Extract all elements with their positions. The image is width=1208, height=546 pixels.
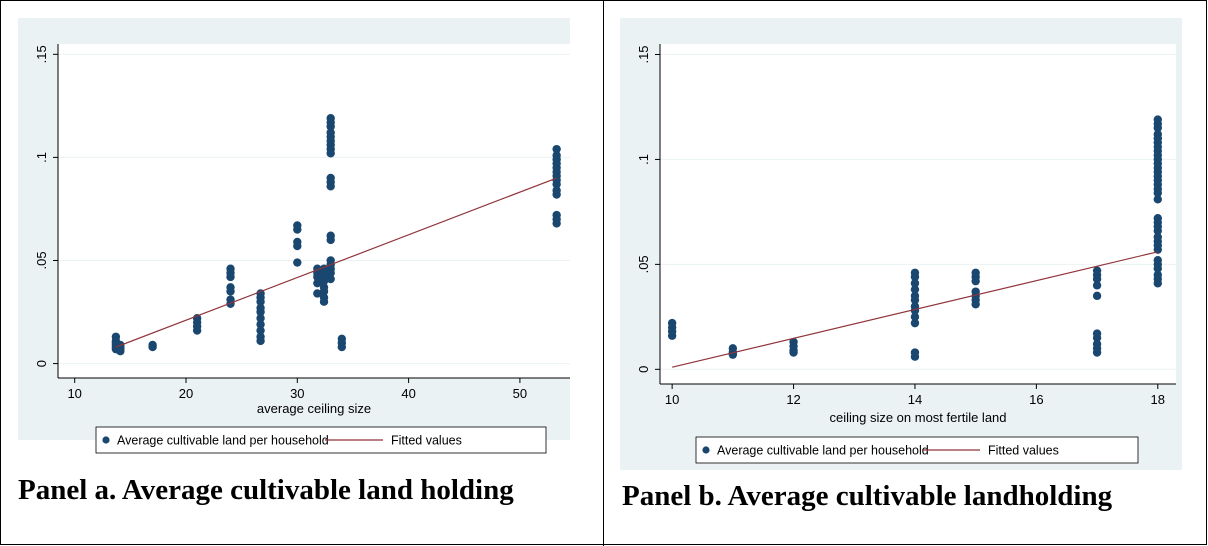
- y-tick-label: .15: [34, 45, 49, 63]
- legend-label-line: Fitted values: [988, 444, 1059, 458]
- scatter-point: [313, 272, 322, 282]
- y-tick-label: .05: [636, 255, 651, 273]
- scatter-point: [1153, 264, 1162, 273]
- y-tick-label: .1: [34, 152, 49, 163]
- chart-a: 0 .05 .1 .15 10 20 30 40 50 average ceiling size A…: [18, 18, 570, 454]
- scatter-point: [226, 287, 235, 296]
- y-tick-label: 0: [636, 366, 651, 373]
- scatter-point: [226, 272, 235, 282]
- scatter-point: [192, 326, 202, 335]
- fitted-line: [115, 177, 557, 348]
- fitted-line: [672, 251, 1158, 368]
- scatter-point: [552, 179, 561, 189]
- scatter-point: [552, 190, 561, 199]
- scatter-point: [1092, 281, 1102, 290]
- scatter-point: [313, 289, 322, 298]
- scatter-point: [256, 320, 265, 329]
- scatter-point: [910, 295, 920, 305]
- legend-box: [95, 426, 547, 454]
- scatter-point: [1153, 123, 1162, 133]
- scatter-point: [1092, 274, 1102, 284]
- scatter-point: [293, 241, 302, 251]
- x-tick-label: 40: [401, 386, 415, 401]
- scatter-point: [1153, 195, 1162, 204]
- scatter-point: [326, 122, 335, 131]
- scatter-point: [910, 352, 920, 361]
- scatter-point: [319, 287, 329, 296]
- x-tick-label: 30: [290, 386, 304, 401]
- x-tick-label: 18: [1151, 392, 1165, 407]
- x-tick-label: 10: [665, 392, 679, 407]
- scatter-point: [116, 346, 125, 356]
- scatter-point: [1153, 279, 1162, 288]
- scatter-point: [326, 182, 335, 191]
- x-axis-label: ceiling size on most fertile land: [829, 410, 1006, 425]
- scatter-point: [319, 297, 329, 306]
- scatter-point: [148, 342, 157, 352]
- panel-divider: [603, 0, 604, 546]
- y-tick-label: .05: [34, 251, 49, 269]
- scatter-point: [319, 276, 329, 286]
- plot-area: [660, 44, 1176, 384]
- scatter-point: [326, 149, 335, 158]
- scatter-point: [789, 348, 798, 357]
- plot-area: [58, 44, 570, 378]
- scatter-point: [667, 331, 677, 340]
- scatter-point: [256, 326, 265, 335]
- panel-b: 0 .05 .1 .15 10 12 14 16 18 ceiling size on most …: [604, 0, 1207, 546]
- scatter-point: [256, 314, 265, 323]
- scatter-point: [293, 225, 302, 234]
- panel-a: 0 .05 .1 .15 10 20 30 40 50 average ceiling size A…: [0, 0, 603, 546]
- y-tick-label: 0: [34, 360, 49, 367]
- scatter-point: [326, 235, 335, 245]
- y-tick-label: .15: [636, 45, 651, 63]
- scatter-point: [971, 300, 980, 309]
- x-axis-label: average ceiling size: [257, 401, 371, 416]
- scatter-point: [910, 272, 920, 282]
- scatter-point: [910, 285, 920, 294]
- x-tick-label: 50: [513, 386, 527, 401]
- scatter-point: [256, 307, 265, 317]
- scatter-point: [910, 318, 920, 328]
- scatter-point: [313, 278, 322, 288]
- x-tick-label: 16: [1029, 392, 1043, 407]
- x-tick-label: 14: [908, 392, 922, 407]
- legend-box: [695, 436, 1139, 464]
- scatter-point: [326, 274, 335, 284]
- x-tick-label: 12: [786, 392, 800, 407]
- legend-marker-scatter: [702, 446, 710, 454]
- scatter-point: [552, 144, 561, 154]
- scatter-point: [1092, 333, 1102, 343]
- scatter-point: [552, 219, 561, 228]
- x-tick-label: 10: [67, 386, 81, 401]
- scatter-point: [910, 312, 920, 322]
- legend-label-line: Fitted values: [391, 434, 462, 448]
- legend-marker-scatter: [102, 436, 110, 444]
- scatter-point: [1153, 226, 1162, 235]
- scatter-point: [1092, 348, 1102, 357]
- scatter-point: [293, 258, 302, 267]
- x-tick-label: 20: [179, 386, 193, 401]
- scatter-point: [337, 342, 347, 352]
- legend-label-scatter: Average cultivable land per household: [717, 444, 929, 458]
- scatter-point: [256, 336, 265, 346]
- legend-label-scatter: Average cultivable land per household: [117, 434, 329, 448]
- y-tick-label: .1: [636, 154, 651, 165]
- panel-a-caption: Panel a. Average cultivable land holding: [18, 474, 514, 506]
- chart-b: 0 .05 .1 .15 10 12 14 16 18 ceiling size on most …: [620, 18, 1182, 470]
- scatter-point: [326, 268, 335, 278]
- scatter-point: [256, 297, 265, 306]
- scatter-point: [910, 279, 920, 288]
- scatter-point: [1092, 291, 1102, 301]
- scatter-point: [1153, 188, 1162, 198]
- scatter-point: [319, 270, 329, 280]
- scatter-point: [971, 276, 980, 286]
- panel-b-caption: Panel b. Average cultivable landholding: [622, 480, 1113, 512]
